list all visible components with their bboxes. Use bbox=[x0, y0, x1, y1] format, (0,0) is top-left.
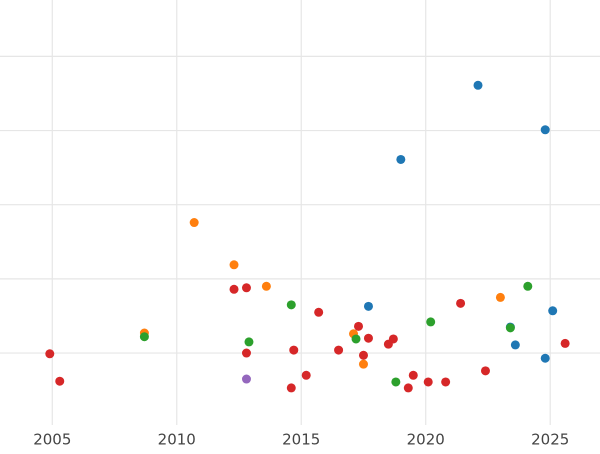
x-tick-label: 2025 bbox=[531, 431, 569, 449]
point bbox=[510, 340, 520, 350]
point bbox=[261, 281, 271, 291]
point bbox=[351, 334, 361, 344]
point bbox=[286, 383, 296, 393]
point bbox=[358, 359, 368, 369]
point bbox=[403, 383, 413, 393]
point bbox=[189, 218, 199, 228]
point bbox=[426, 317, 436, 327]
point bbox=[286, 300, 296, 310]
point bbox=[289, 345, 299, 355]
point bbox=[423, 377, 433, 387]
point bbox=[241, 348, 251, 358]
point bbox=[548, 306, 558, 316]
x-tick-label: 2010 bbox=[158, 431, 196, 449]
point bbox=[480, 366, 490, 376]
point bbox=[441, 377, 451, 387]
point bbox=[540, 353, 550, 363]
point bbox=[334, 345, 344, 355]
x-tick-label: 2015 bbox=[282, 431, 320, 449]
point bbox=[495, 292, 505, 302]
point bbox=[363, 333, 373, 343]
point bbox=[473, 80, 483, 90]
point bbox=[244, 337, 254, 347]
point bbox=[358, 350, 368, 360]
point bbox=[139, 332, 149, 342]
point bbox=[314, 307, 324, 317]
x-tick-label: 2020 bbox=[407, 431, 445, 449]
point bbox=[456, 298, 466, 308]
point bbox=[540, 125, 550, 135]
point bbox=[408, 370, 418, 380]
point bbox=[229, 260, 239, 270]
point bbox=[55, 376, 65, 386]
point bbox=[383, 339, 393, 349]
point bbox=[45, 349, 55, 359]
point bbox=[523, 281, 533, 291]
point bbox=[229, 284, 239, 294]
point bbox=[363, 301, 373, 311]
point bbox=[560, 338, 570, 348]
point bbox=[391, 377, 401, 387]
point bbox=[354, 321, 364, 331]
point bbox=[396, 154, 406, 164]
x-tick-label: 2005 bbox=[33, 431, 71, 449]
point bbox=[241, 283, 251, 293]
point bbox=[301, 370, 311, 380]
point bbox=[241, 374, 251, 384]
point bbox=[505, 323, 515, 333]
